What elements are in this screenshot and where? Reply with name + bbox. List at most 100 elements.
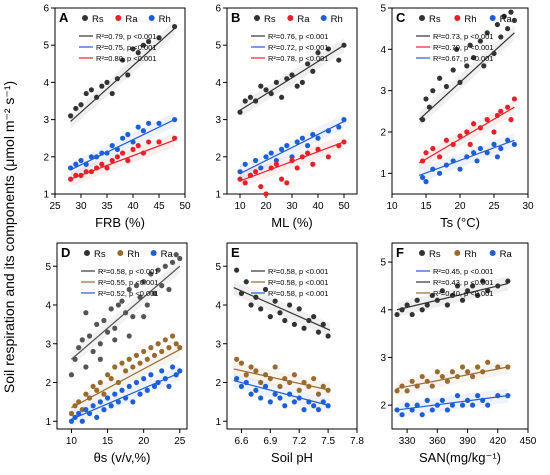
y-tick-label: 4 <box>215 301 221 312</box>
x-axis-label: Ts (°C) <box>440 215 480 230</box>
point-rs <box>262 286 269 293</box>
fit-line-rh <box>418 106 515 164</box>
point-ra <box>282 403 288 409</box>
y-tick-label: 3 <box>380 353 386 364</box>
point-ra <box>325 154 331 160</box>
stats-text: R²=0.58, p <0.001 <box>268 278 328 287</box>
point-rs <box>336 57 342 63</box>
point-rh <box>120 135 126 141</box>
point-ra <box>120 150 126 156</box>
point-ra <box>137 391 143 397</box>
x-axis-label: Soil pH <box>271 450 313 465</box>
point-rs <box>320 321 326 327</box>
point-rh <box>409 378 415 384</box>
fit-line-rs <box>418 32 515 121</box>
point-rh <box>469 373 476 380</box>
point-rs <box>101 317 107 324</box>
legend-label: Rs <box>92 14 104 25</box>
point-ra <box>315 407 322 413</box>
point-rh <box>144 356 150 362</box>
stats-text: R²=0.78, p <0.001 <box>268 54 328 63</box>
point-rs <box>242 98 248 104</box>
point-ra <box>114 154 120 160</box>
point-ra <box>115 399 121 405</box>
point-rh <box>140 128 146 134</box>
point-rs <box>112 325 118 331</box>
point-rh <box>467 141 473 147</box>
point-rh <box>130 364 136 370</box>
point-rh <box>79 407 85 413</box>
point-rh <box>423 150 429 156</box>
point-rs <box>166 286 172 293</box>
point-rh <box>289 154 295 160</box>
point-rs <box>155 267 161 273</box>
point-rh <box>253 157 259 164</box>
y-tick-label: 1 <box>215 190 221 201</box>
panel-letter: D <box>61 245 70 260</box>
legend-marker <box>320 15 327 21</box>
legend-marker <box>254 15 260 21</box>
fit-line-ra <box>239 141 345 182</box>
point-rs <box>279 94 285 100</box>
panel-letter: C <box>396 10 406 25</box>
x-tick-label: 10 <box>386 201 398 212</box>
point-ra <box>459 402 466 408</box>
point-rs <box>133 283 140 289</box>
x-tick-label: 10 <box>234 201 246 212</box>
point-ra <box>253 169 259 175</box>
point-rs <box>294 83 300 89</box>
point-rs <box>258 83 264 89</box>
point-rs <box>135 50 141 56</box>
point-rh <box>133 352 140 358</box>
point-rs <box>97 356 103 362</box>
point-rs <box>305 61 311 67</box>
point-rs <box>437 75 443 81</box>
point-rh <box>394 388 400 394</box>
y-tick-label: 4 <box>43 78 49 89</box>
point-rh <box>151 352 158 358</box>
point-rh <box>159 348 165 355</box>
y-tick-label: 3 <box>43 115 49 126</box>
point-rs <box>104 79 110 85</box>
point-ra <box>148 372 154 378</box>
point-ra <box>420 174 426 181</box>
y-tick-label: 4 <box>380 45 386 56</box>
point-ra <box>419 412 425 418</box>
point-ra <box>119 387 125 393</box>
point-rh <box>273 157 279 164</box>
legend-label: Rh <box>464 249 476 260</box>
point-ra <box>449 402 456 408</box>
point-rs <box>88 87 94 93</box>
y-tick-label: 2 <box>43 152 49 163</box>
point-rh <box>123 368 129 374</box>
x-tick-label: 35 <box>101 201 113 212</box>
panel-letter: B <box>231 10 240 25</box>
point-rh <box>162 337 168 343</box>
x-tick-label: 40 <box>127 201 139 212</box>
point-rh <box>234 356 240 362</box>
point-rs <box>156 35 162 41</box>
point-ra <box>310 161 316 167</box>
fit-line-ra <box>233 379 331 407</box>
point-rs <box>459 297 466 303</box>
point-rh <box>97 379 103 386</box>
point-ra <box>437 170 443 176</box>
stats-text: R²=0.80, p <0.001 <box>96 54 156 63</box>
legend-marker <box>454 250 461 256</box>
point-ra <box>475 393 481 399</box>
point-rh <box>155 341 161 347</box>
point-rs <box>325 46 331 52</box>
point-rs <box>273 79 279 85</box>
point-rs <box>498 34 504 40</box>
point-ra <box>477 145 483 152</box>
point-rh <box>444 378 451 384</box>
point-rs <box>444 302 451 308</box>
point-rs <box>126 333 132 339</box>
point-rh <box>336 124 342 130</box>
point-rs <box>130 314 136 320</box>
point-rh <box>341 117 347 123</box>
y-tick-label: 6 <box>215 4 221 15</box>
x-tick-label: 6.6 <box>234 436 248 447</box>
